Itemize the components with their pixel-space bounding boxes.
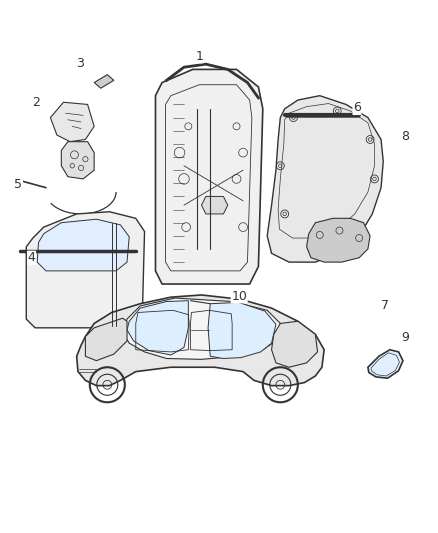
Polygon shape — [307, 219, 370, 262]
Polygon shape — [201, 197, 228, 214]
Polygon shape — [127, 301, 188, 355]
Polygon shape — [61, 142, 94, 179]
Text: 9: 9 — [401, 331, 409, 344]
Text: 3: 3 — [76, 57, 84, 70]
Polygon shape — [26, 212, 145, 328]
Text: 8: 8 — [401, 130, 409, 143]
Polygon shape — [85, 318, 127, 361]
Polygon shape — [77, 295, 324, 386]
Polygon shape — [267, 96, 383, 262]
Polygon shape — [208, 302, 276, 359]
Text: 1: 1 — [195, 50, 203, 63]
Polygon shape — [37, 219, 129, 271]
Text: 7: 7 — [381, 300, 389, 312]
Polygon shape — [272, 321, 318, 367]
Text: 10: 10 — [231, 290, 247, 303]
Text: 5: 5 — [14, 177, 22, 191]
Polygon shape — [50, 102, 94, 142]
Text: 6: 6 — [353, 101, 361, 115]
Polygon shape — [94, 75, 114, 88]
Text: 4: 4 — [28, 251, 35, 264]
Polygon shape — [368, 350, 403, 378]
Polygon shape — [123, 298, 280, 359]
Polygon shape — [155, 69, 263, 284]
Text: 2: 2 — [32, 96, 40, 109]
